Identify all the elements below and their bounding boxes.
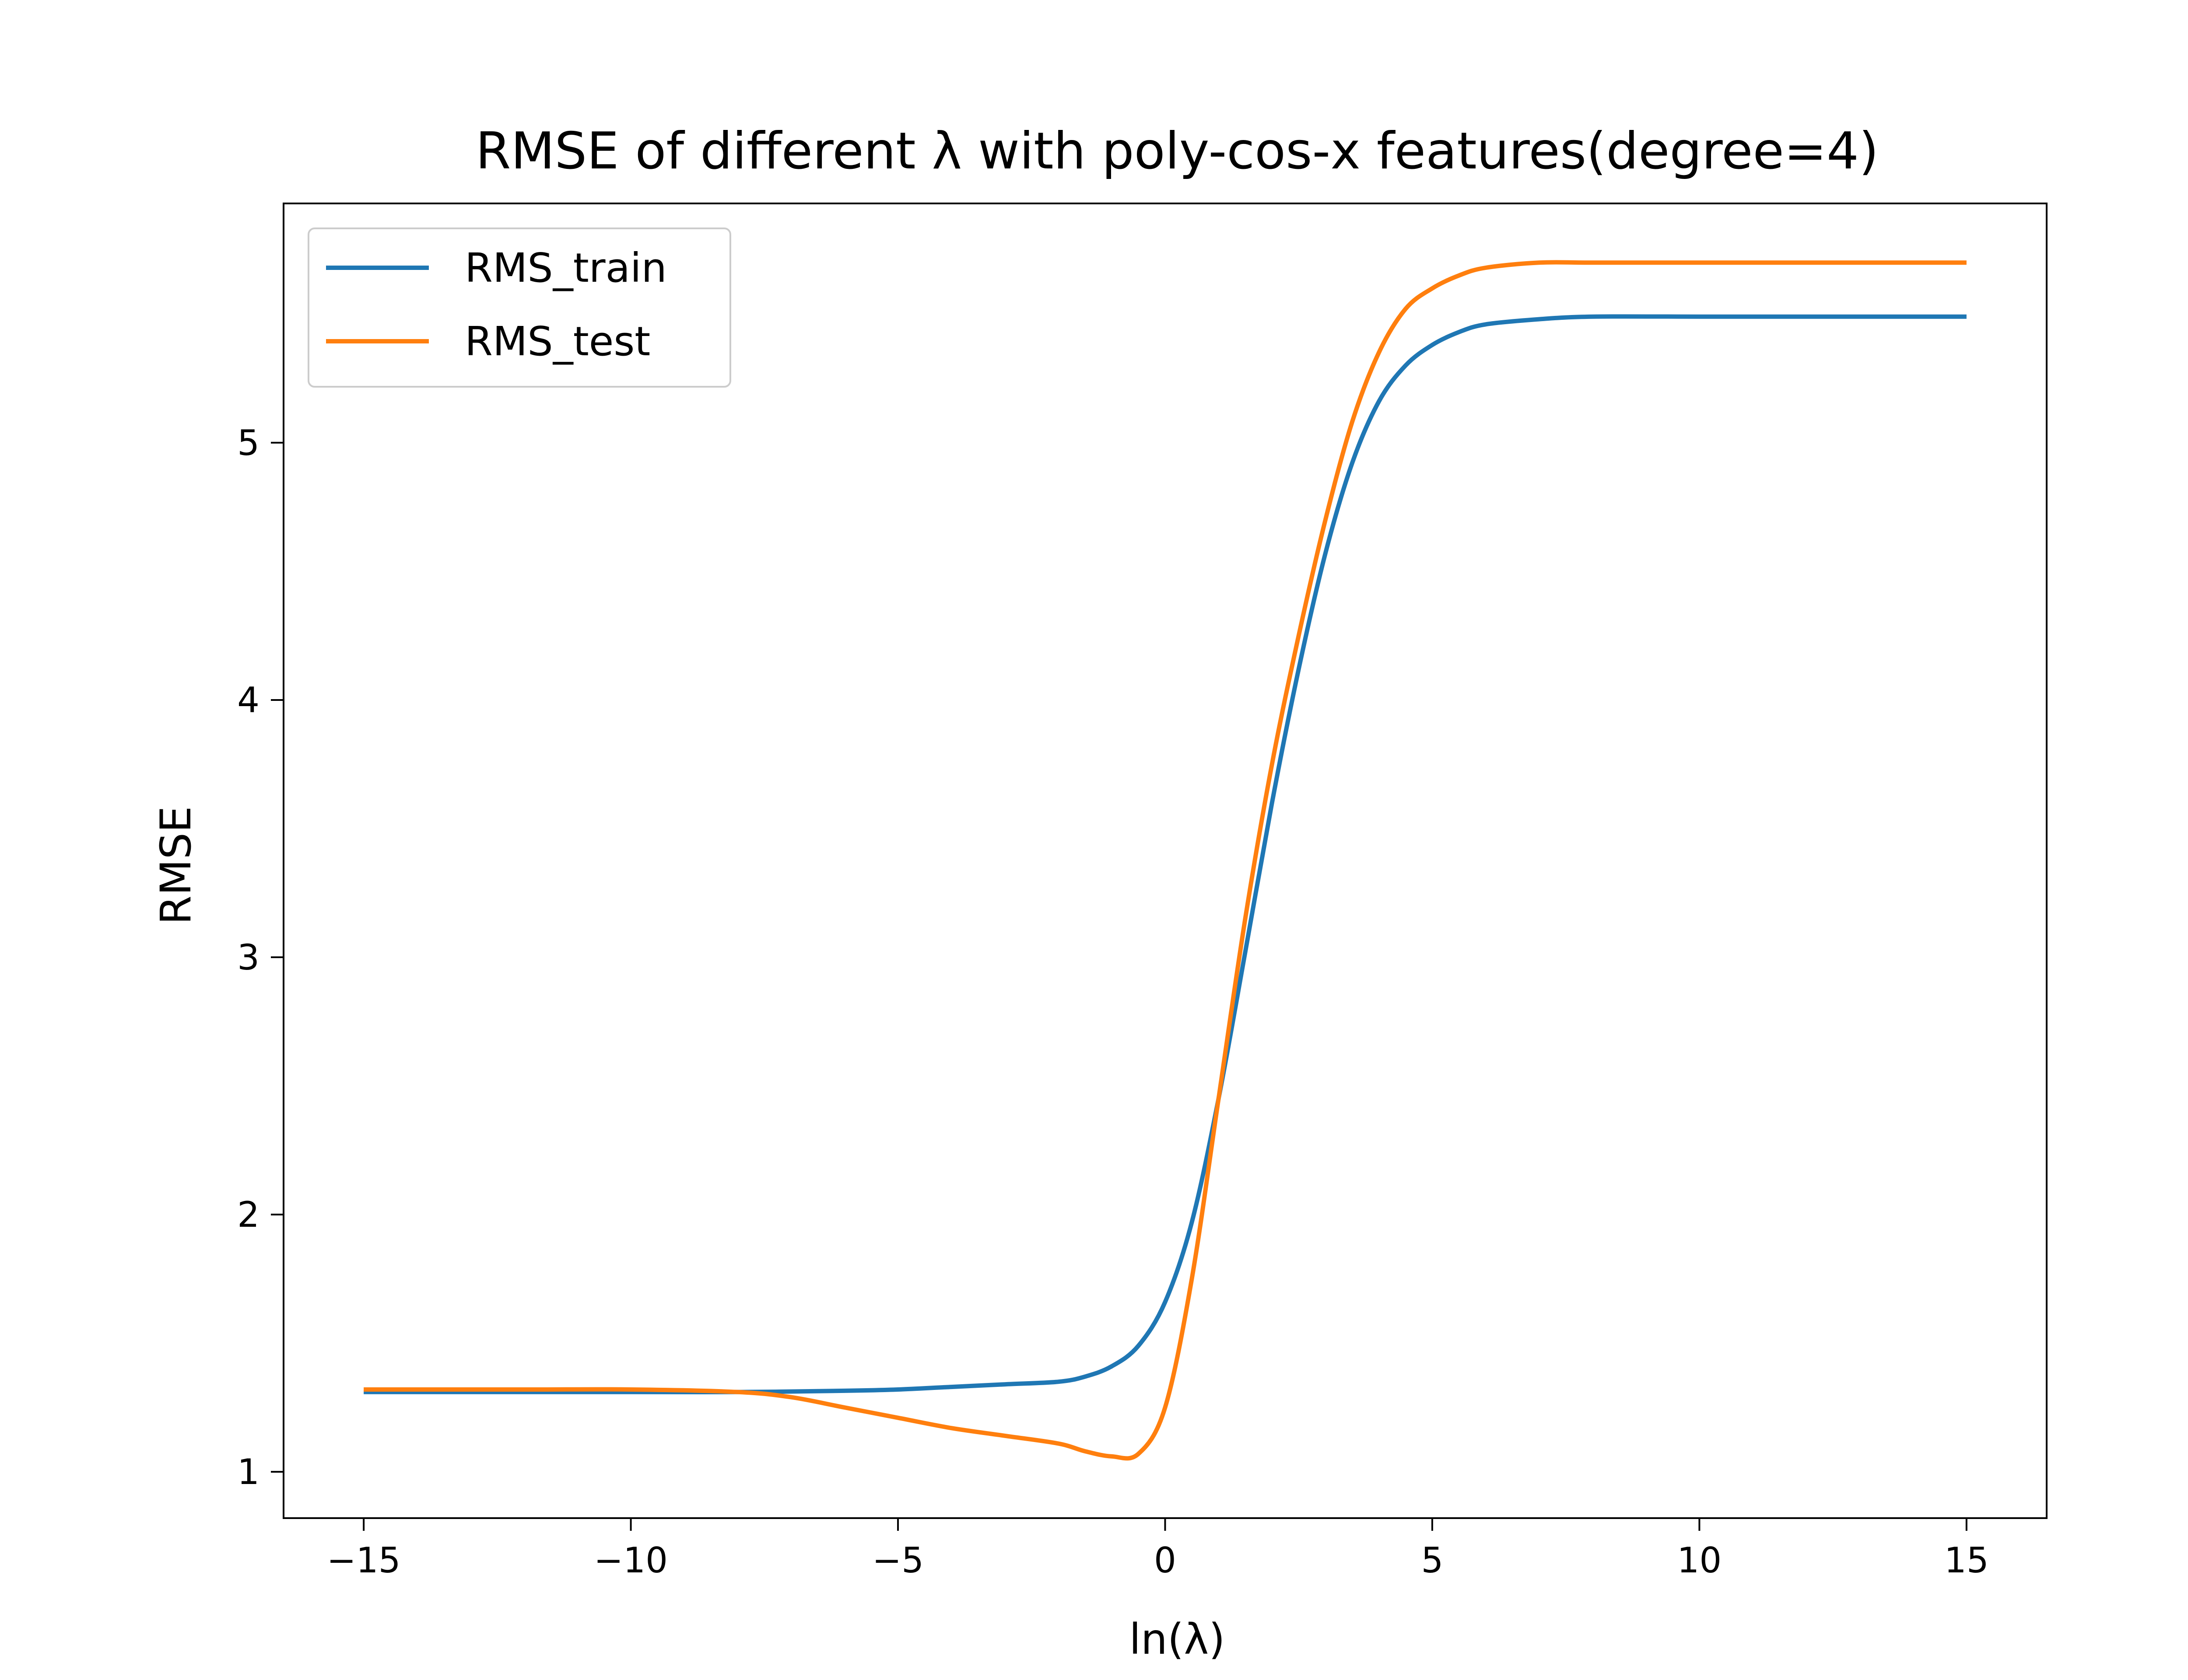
- x-axis-label: ln(λ): [1129, 1615, 1225, 1664]
- plot-area: −15 −10 −5 0 5 10 15 1 2 3 4 5: [237, 203, 2048, 1581]
- y-tick-label: 4: [237, 680, 259, 721]
- legend: RMS_train RMS_test: [308, 228, 731, 388]
- x-tick-label: −5: [872, 1540, 924, 1581]
- x-tick-label: −10: [594, 1540, 668, 1581]
- y-axis-label: RMSE: [151, 806, 200, 924]
- series-line-rms-train: [364, 314, 1967, 1395]
- x-tick-label: −15: [327, 1540, 401, 1581]
- x-tick-label: 0: [1154, 1540, 1176, 1581]
- legend-label: RMS_test: [465, 318, 650, 365]
- x-tick-label: 5: [1421, 1540, 1444, 1581]
- chart-title: RMSE of different λ with poly-cos-x feat…: [476, 122, 1879, 181]
- legend-label: RMS_train: [465, 245, 667, 291]
- x-tick-label: 10: [1677, 1540, 1722, 1581]
- y-tick-label: 3: [237, 937, 259, 978]
- y-tick-label: 5: [237, 423, 259, 463]
- x-tick-label: 15: [1944, 1540, 1989, 1581]
- y-tick-label: 2: [237, 1194, 259, 1235]
- y-tick-label: 1: [237, 1452, 259, 1492]
- series-line-rms-test: [364, 260, 1967, 1461]
